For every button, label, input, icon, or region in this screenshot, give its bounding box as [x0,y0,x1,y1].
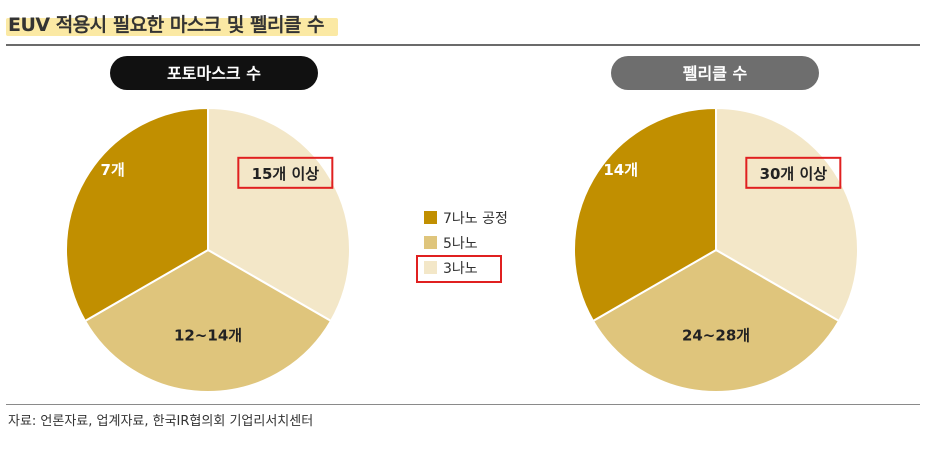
photomask-label-3nm: 15개 이상 [252,165,320,183]
legend-item-5nm: 5나노 [424,230,508,255]
pie-charts: 포토마스크 수 15개 이상 12~14개 7개 펠리클 수 30개 이상 24~28개 14… [65,56,859,394]
pellicle-title: 펠리클 수 [683,64,748,83]
legend: 7나노 공정 5나노 3나노 [416,205,508,283]
pellicle-label-highlight-box [745,156,842,189]
photomask-label-5nm: 12~14개 [174,326,242,344]
legend-item-3nm: 3나노 [424,255,508,280]
top-divider [6,44,920,46]
photomask-title-pill [110,56,318,90]
pellicle-label-3nm: 30개 이상 [760,165,828,183]
source-note: 자료: 언론자료, 업계자료, 한국IR협의회 기업리서치센터 [8,414,314,429]
legend-label-5nm: 5나노 [443,235,478,252]
photomask-slice-7nm [65,106,209,323]
legend-label-3nm: 3나노 [443,260,478,277]
page-title: EUV 적용시 필요한 마스크 및 펠리클 수 [8,14,325,36]
legend-label-7nm: 7나노 공정 [443,210,508,227]
photomask-title: 포토마스크 수 [167,64,261,83]
title-highlight [6,18,338,36]
legend-swatch-5nm [424,236,437,249]
photomask-label-highlight-box [237,156,334,189]
pellicle-slice-7nm [573,106,717,323]
legend-swatch-3nm [424,261,437,274]
pellicle-label-5nm: 24~28개 [682,326,750,344]
bottom-divider [6,404,920,405]
pellicle-title-pill [611,56,819,90]
legend-highlight-box [416,255,502,283]
legend-item-7nm: 7나노 공정 [424,205,508,230]
legend-swatch-7nm [424,211,437,224]
photomask-label-7nm: 7개 [101,161,125,179]
title-block: EUV 적용시 필요한 마스크 및 펠리클 수 [6,10,338,37]
pellicle-slice-3nm [715,106,859,323]
photomask-slice-3nm [207,106,351,323]
pellicle-label-7nm: 14개 [603,161,638,179]
